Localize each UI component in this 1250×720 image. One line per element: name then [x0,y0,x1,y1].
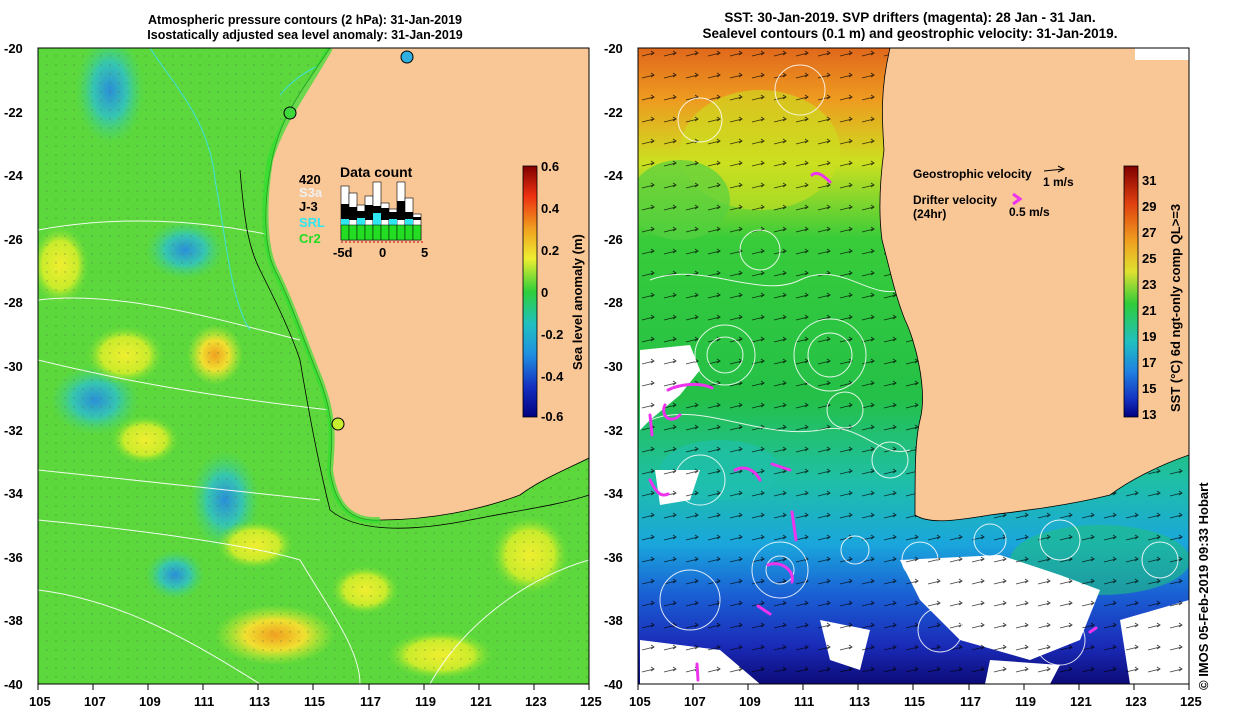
right-title: SST: 30-Jan-2019. SVP drifters (magenta)… [703,10,1118,42]
sst-cb-tick: 15 [1142,381,1157,396]
sla-cb-tick: -0.6 [541,409,564,424]
left-lon-tick: 117 [360,694,381,709]
left-lon-tick: 109 [139,694,161,709]
sla-cb-tick: 0.4 [541,201,560,216]
left-lon-tick: 115 [304,694,325,709]
left-lat-tick: -30 [4,359,23,374]
sla-cb-label: Sea level anomaly (m) [570,234,585,370]
left-lon-tick: 123 [525,694,547,709]
left-lat-tick: -20 [4,41,23,56]
left-title: Atmospheric pressure contours (2 hPa): 3… [147,13,462,43]
left-lat-tick: -40 [4,677,23,692]
right-lon-tick: 115 [904,694,925,709]
right-lon-tick: 113 [849,694,870,709]
right-lon-tick: 117 [960,694,981,709]
right-lon-tick: 105 [629,694,651,709]
right-lat-tick: -20 [604,41,623,56]
right-lat-tick: -36 [604,550,623,565]
left-lon-tick: 111 [194,694,215,709]
right-lon-tick: 123 [1125,694,1147,709]
sst-cb-tick: 25 [1142,251,1157,266]
left-lat-tick: -32 [4,423,23,438]
left-lon-tick: 105 [29,694,51,709]
left-lon-tick: 119 [415,694,436,709]
sla-colorbar [522,165,538,418]
data-count-total: 420 [299,172,321,187]
right-lat-tick: -34 [604,486,623,501]
right-lon-tick: 109 [739,694,761,709]
geo-velocity-label: Geostrophic velocity [913,167,1032,181]
left-lat-tick: -22 [4,105,23,120]
left-title-line2: Isostatically adjusted sea level anomaly… [147,28,463,42]
sla-cb-tick: 0.2 [541,243,560,258]
left-lat-tick: -36 [4,550,23,565]
right-lon-tick: 121 [1070,694,1092,709]
drifter-velocity-speed: 0.5 m/s [1009,205,1050,219]
sst-cb-tick: 17 [1142,355,1157,370]
sst-cb-tick: 29 [1142,199,1157,214]
right-lat-tick: -26 [604,232,623,247]
left-lat-tick: -26 [4,232,23,247]
data-count-histogram [340,181,425,243]
land-australia-right [879,48,1189,522]
left-lat-tick: -28 [4,295,23,310]
hist-xtick: 0 [379,245,387,260]
geo-velocity-speed: 1 m/s [1043,175,1074,189]
right-lat-tick: -32 [604,423,623,438]
left-title-line1: Atmospheric pressure contours (2 hPa): 3… [148,13,462,27]
sat-label-s3a: S3a [299,185,323,200]
drifter-velocity-sub: (24hr) [913,207,947,221]
credit-text: © IMOS 05-Feb-2019 09:33 Hobart [1196,482,1211,690]
sst-cb-tick: 27 [1142,225,1157,240]
left-lon-tick: 107 [84,694,106,709]
right-lon-tick: 119 [1015,694,1036,709]
sst-cb-tick: 23 [1142,277,1157,292]
sst-cb-tick: 19 [1142,329,1157,344]
sat-label-j3: J-3 [299,199,318,214]
right-lat-tick: -38 [604,613,623,628]
left-lat-tick: -24 [4,168,23,183]
left-lat-tick: -34 [4,486,23,501]
right-lon-tick: 111 [794,694,815,709]
left-lon-tick: 113 [249,694,270,709]
right-lon-tick: 107 [684,694,706,709]
sla-cb-tick: 0.6 [541,159,560,174]
sat-label-cr2: Cr2 [299,231,321,246]
sla-cb-tick: -0.2 [541,327,564,342]
sst-cb-tick: 31 [1142,173,1157,188]
right-lat-tick: -30 [604,359,623,374]
drifter-velocity-arrow [1012,192,1023,206]
left-lon-tick: 125 [580,694,602,709]
right-lat-tick: -40 [604,677,623,692]
geo-velocity-arrow [1043,165,1066,173]
right-lat-tick: -28 [604,295,623,310]
left-lon-tick: 121 [470,694,492,709]
right-lon-tick: 125 [1180,694,1202,709]
right-map [638,48,1189,684]
left-lat-tick: -38 [4,613,23,628]
sat-label-srl: SRL [299,215,325,230]
sst-cb-tick: 21 [1142,303,1157,318]
sla-cb-tick: 0 [541,285,549,300]
right-title-line1: SST: 30-Jan-2019. SVP drifters (magenta)… [724,10,1096,25]
right-lat-tick: -24 [604,168,623,183]
hist-xtick: 5 [421,245,429,260]
sst-colorbar [1123,165,1139,418]
sst-cb-label: SST (°C) 6d ngt-only comp QL>=3 [1168,203,1183,412]
data-count-title: Data count [340,164,413,180]
right-lat-tick: -22 [604,105,623,120]
sla-cb-tick: -0.4 [541,369,564,384]
axis-ticks [37,684,1190,690]
right-title-line2: Sealevel contours (0.1 m) and geostrophi… [702,26,1118,41]
left-map [38,48,589,684]
sst-cb-tick: 13 [1142,407,1157,422]
drifter-velocity-label: Drifter velocity [913,193,998,207]
hist-xtick: -5d [333,245,353,260]
